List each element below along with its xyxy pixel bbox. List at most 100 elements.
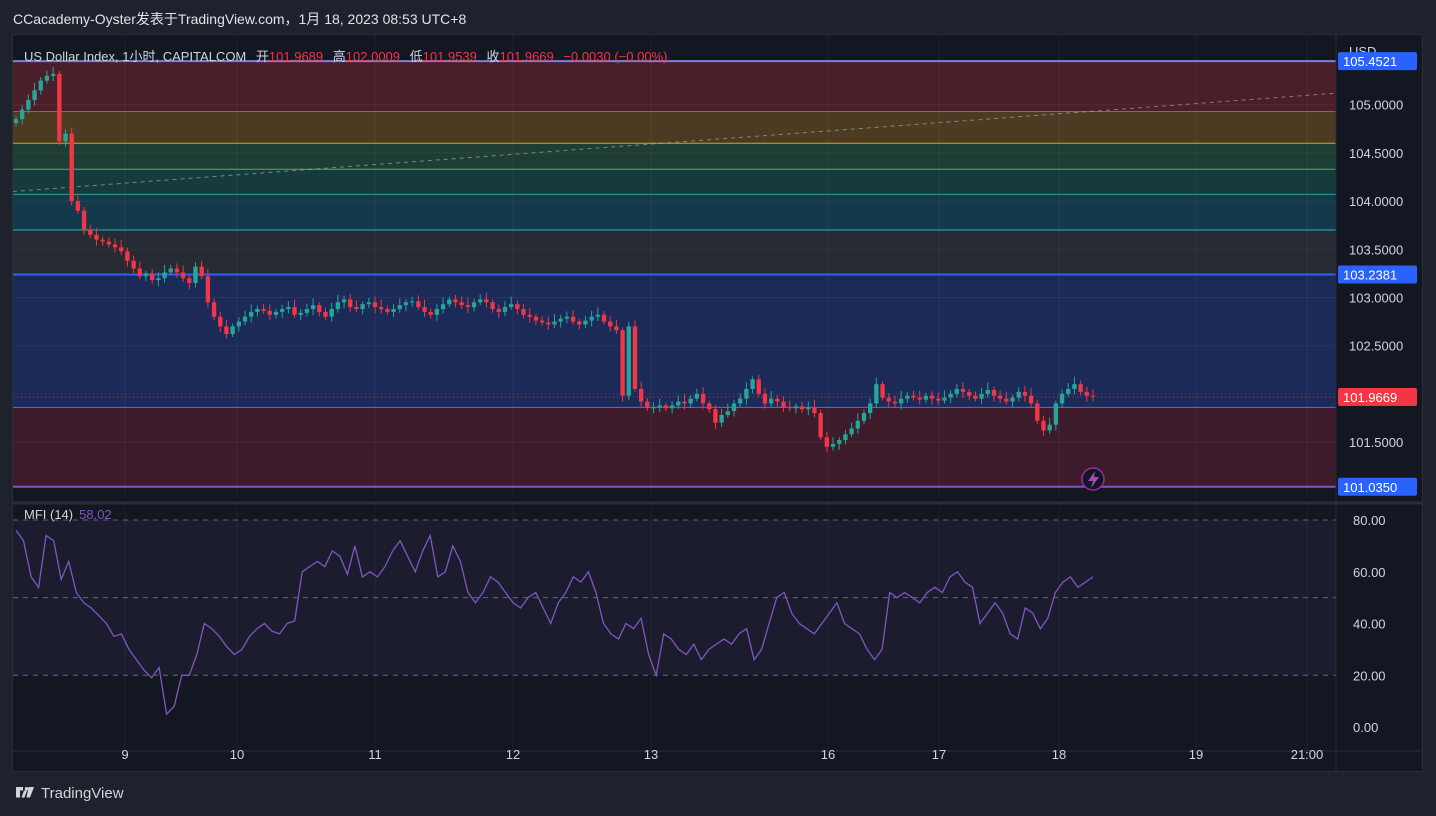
candle-body-63 (403, 302, 409, 306)
candle-body-8 (63, 133, 68, 142)
candle-body-20 (137, 268, 142, 277)
price-tag-3: 101.0350 (1343, 480, 1397, 495)
candle-body-167 (1047, 424, 1052, 431)
candle-body-97 (614, 326, 619, 331)
candle-body-116 (731, 403, 737, 412)
candle-body-157 (985, 389, 990, 394)
candle-body-28 (187, 278, 192, 284)
candle-body-26 (174, 268, 180, 273)
chart-overlays (1081, 467, 1105, 491)
close-value: 101.9669 (499, 49, 554, 64)
mfi-name[interactable]: MFI (14) (24, 507, 74, 522)
candle-body-103 (651, 407, 656, 409)
candle-body-131 (824, 437, 830, 447)
symbol-legend[interactable]: US Dollar Index, 1小时, CAPITALCOM 开 101.96… (24, 46, 667, 65)
fib-zone-6 (13, 274, 1336, 408)
fib-zone-4 (13, 194, 1336, 231)
candle-body-129 (812, 407, 817, 414)
lightning-icon[interactable] (1081, 467, 1105, 491)
candle-body-144 (905, 395, 910, 399)
mfi-tick-1: 60.00 (1353, 565, 1386, 580)
candle-body-171 (1072, 384, 1077, 390)
candle-body-88 (558, 318, 563, 322)
candle-body-2 (26, 99, 31, 110)
candle-body-100 (632, 326, 638, 390)
candle-body-162 (1016, 391, 1021, 398)
candle-body-22 (150, 273, 155, 281)
fib-zone-3 (13, 169, 1336, 195)
candle-body-59 (379, 307, 384, 310)
price-tick-0: 105.0000 (1349, 98, 1403, 113)
candle-body-4 (38, 80, 43, 91)
candle-body-127 (799, 406, 805, 410)
mfi-panel (13, 501, 1422, 716)
candle-body-142 (892, 401, 898, 404)
candle-body-163 (1022, 391, 1028, 396)
candle-body-30 (199, 266, 204, 277)
candle-body-9 (69, 133, 74, 202)
candle-body-50 (323, 311, 328, 317)
candle-body-119 (750, 379, 755, 390)
candle-body-124 (781, 401, 786, 408)
candle-body-55 (354, 307, 359, 310)
candle-body-128 (806, 407, 811, 410)
candle-body-143 (898, 398, 904, 404)
candle-body-25 (168, 268, 173, 273)
candle-body-98 (620, 330, 625, 396)
candle-body-16 (112, 244, 118, 248)
candle-body-151 (948, 393, 953, 398)
candle-body-72 (459, 302, 464, 306)
candle-body-158 (991, 389, 997, 396)
tradingview-logo[interactable]: TradingView (14, 785, 124, 802)
candle-body-41 (267, 310, 272, 315)
high-value: 102.0009 (345, 49, 401, 64)
price-tick-7: 101.5000 (1349, 435, 1403, 450)
candle-body-48 (310, 305, 316, 310)
candle-body-130 (818, 413, 823, 438)
mfi-tick-4: 0.00 (1353, 720, 1378, 735)
candle-body-132 (830, 443, 836, 447)
candle-body-174 (1090, 395, 1096, 397)
mfi-line (15, 530, 1094, 716)
fib-zone-2 (13, 143, 1336, 170)
candle-body-139 (874, 384, 879, 404)
candle-body-133 (837, 440, 842, 444)
chart-frame[interactable]: USD 105.0000 104.5000 104.0000 103.5000 103.0… (12, 34, 1423, 772)
candle-body-38 (249, 311, 254, 317)
time-tick-0: 9 (121, 747, 128, 762)
symbol-name[interactable]: US Dollar Index, 1小时, CAPITALCOM (24, 49, 247, 64)
candle-body-40 (261, 309, 266, 311)
candle-body-120 (756, 379, 761, 394)
candle-body-89 (564, 316, 570, 319)
candle-body-43 (279, 309, 285, 312)
candle-body-165 (1035, 403, 1040, 421)
mfi-legend[interactable]: MFI (14) 58.02 (24, 507, 112, 522)
candle-body-27 (180, 272, 186, 279)
candle-body-23 (156, 278, 161, 281)
candle-body-96 (608, 321, 613, 327)
candle-body-56 (360, 304, 365, 310)
candle-body-10 (75, 201, 81, 211)
fib-zone-0 (13, 61, 1336, 112)
candle-body-61 (391, 309, 396, 312)
chart-canvas[interactable]: USD105.0000104.5000104.0000103.5000103.0… (13, 35, 1422, 771)
candle-body-14 (100, 239, 105, 242)
candle-body-71 (453, 299, 458, 303)
candle-body-3 (32, 90, 37, 100)
candle-body-106 (669, 405, 675, 409)
candle-body-70 (447, 299, 452, 305)
fib-lines (13, 60, 1336, 488)
candle-body-137 (861, 413, 867, 421)
candle-body-90 (570, 316, 576, 322)
time-tick-5: 16 (821, 747, 835, 762)
candle-body-51 (329, 309, 334, 317)
candle-body-155 (973, 395, 978, 399)
candle-body-67 (428, 311, 433, 315)
candle-body-81 (515, 304, 520, 310)
candle-body-36 (236, 321, 241, 327)
fib-zones (13, 61, 1336, 487)
candle-body-45 (292, 307, 297, 315)
open-label: 开 (255, 49, 269, 64)
candle-body-136 (855, 420, 860, 429)
time-tick-1: 10 (230, 747, 244, 762)
